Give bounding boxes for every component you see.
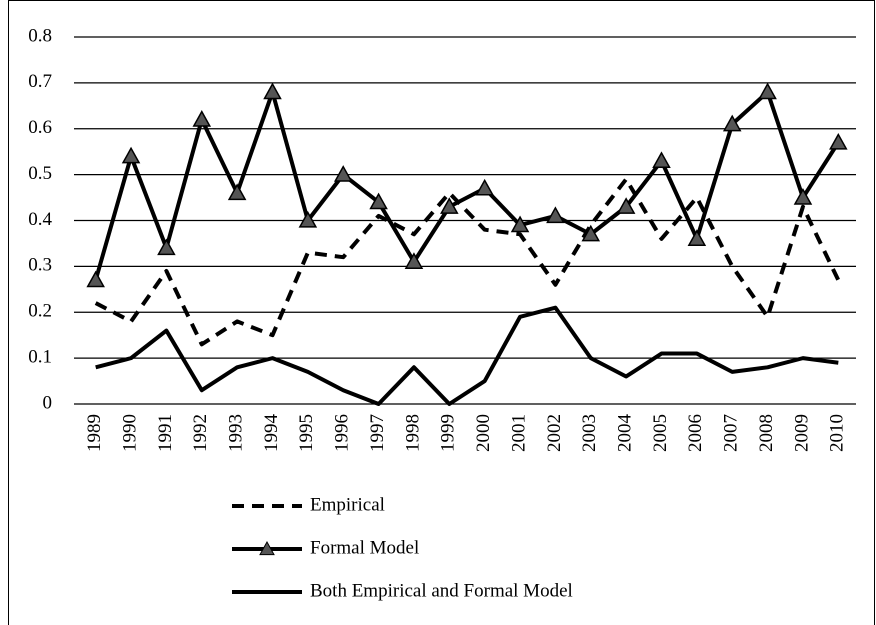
marker <box>687 229 707 246</box>
x-tick-label: 2000 <box>473 414 494 452</box>
marker <box>581 224 601 242</box>
x-tick-label: 1990 <box>119 414 140 452</box>
marker <box>722 114 742 132</box>
marker <box>86 270 105 288</box>
x-tick-label: 2003 <box>579 414 600 452</box>
x-tick-label: 1995 <box>296 414 317 452</box>
legend-label: Empirical <box>310 494 385 515</box>
x-tick-label: 1999 <box>438 414 459 452</box>
x-tick-label: 2001 <box>508 414 529 452</box>
x-tick-label: 1996 <box>332 414 353 452</box>
x-tick-label: 1989 <box>84 414 105 452</box>
x-tick-label: 2007 <box>721 414 742 452</box>
x-tick-label: 2002 <box>544 414 565 452</box>
marker <box>298 210 318 228</box>
marker <box>546 206 565 224</box>
chart-frame <box>8 0 875 625</box>
x-tick-label: 1998 <box>402 414 423 452</box>
x-tick-label: 2009 <box>791 414 812 452</box>
marker <box>793 188 813 205</box>
legend-marker <box>259 540 275 556</box>
x-tick-label: 2010 <box>827 414 848 452</box>
x-tick-label: 2004 <box>614 414 635 453</box>
y-tick-label: 0.3 <box>28 255 52 276</box>
marker <box>121 146 141 164</box>
x-tick-label: 1997 <box>367 414 388 452</box>
marker <box>263 82 282 100</box>
y-tick-label: 0.8 <box>28 25 52 46</box>
marker <box>157 238 176 256</box>
marker <box>758 82 777 100</box>
x-tick-label: 1992 <box>190 414 211 452</box>
marker <box>510 215 530 233</box>
marker <box>616 197 636 214</box>
series-line <box>95 305 839 406</box>
y-tick-label: 0 <box>43 392 53 413</box>
y-tick-label: 0.7 <box>28 71 52 92</box>
x-tick-label: 1994 <box>261 414 282 453</box>
marker <box>404 252 424 269</box>
marker <box>369 192 388 210</box>
legend-label: Formal Model <box>310 537 419 558</box>
marker <box>192 110 212 127</box>
x-tick-label: 2005 <box>650 414 671 452</box>
legend-label: Both Empirical and Formal Model <box>310 580 573 601</box>
marker <box>227 183 247 201</box>
series-line <box>94 177 841 347</box>
y-tick-label: 0.2 <box>28 301 52 322</box>
marker <box>440 197 459 214</box>
marker <box>475 178 494 196</box>
y-tick-label: 0.5 <box>28 163 52 184</box>
y-tick-label: 0.4 <box>28 209 52 230</box>
x-tick-label: 2008 <box>756 414 777 452</box>
x-tick-label: 1991 <box>155 414 176 452</box>
y-tick-label: 0.1 <box>28 346 52 367</box>
y-tick-label: 0.6 <box>28 117 52 138</box>
marker <box>829 132 848 150</box>
series-line <box>93 90 841 281</box>
marker <box>652 151 671 169</box>
x-tick-label: 2006 <box>685 414 706 452</box>
x-tick-label: 1993 <box>225 414 246 452</box>
marker <box>333 165 353 182</box>
